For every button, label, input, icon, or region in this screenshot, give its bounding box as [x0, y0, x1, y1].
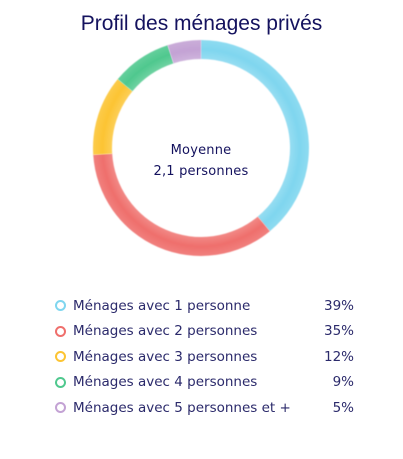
- legend-item: Ménages avec 1 personne 39%: [54, 293, 354, 319]
- donut-slice: [93, 153, 270, 257]
- legend-marker-icon: [55, 402, 66, 414]
- donut-slices: [92, 40, 310, 257]
- legend-label: Ménages avec 2 personnes: [73, 323, 258, 340]
- legend-marker-icon: [55, 300, 66, 312]
- chart-legend: Ménages avec 1 personne 39% Ménages avec…: [54, 293, 354, 421]
- legend-item: Ménages avec 2 personnes 35%: [54, 319, 354, 345]
- donut-slice: [117, 45, 174, 92]
- donut-svg: [92, 40, 310, 257]
- legend-value: 39%: [323, 297, 354, 314]
- legend-item: Ménages avec 3 personnes 12%: [54, 344, 354, 370]
- legend-marker-icon: [55, 351, 66, 363]
- legend-value: 9%: [332, 374, 354, 391]
- donut-slice: [201, 40, 310, 232]
- legend-value: 12%: [323, 348, 354, 365]
- donut-slice: [92, 79, 133, 155]
- legend-label: Ménages avec 3 personnes: [73, 348, 258, 365]
- legend-label: Ménages avec 4 personnes: [73, 374, 258, 391]
- legend-marker-icon: [55, 325, 66, 337]
- donut-slice: [167, 40, 201, 64]
- legend-item: Ménages avec 5 personnes et + 5%: [54, 395, 354, 421]
- legend-label: Ménages avec 1 personne: [73, 297, 251, 314]
- legend-marker-icon: [55, 376, 66, 388]
- legend-value: 35%: [323, 323, 354, 340]
- center-label-value: 2,1 personnes: [153, 164, 249, 179]
- legend-label: Ménages avec 5 personnes et +: [73, 399, 291, 416]
- legend-value: 5%: [332, 399, 354, 416]
- legend-item: Ménages avec 4 personnes 9%: [54, 370, 354, 396]
- donut-chart: Moyenne 2,1 personnes: [92, 40, 310, 257]
- center-label-title: Moyenne: [170, 143, 232, 158]
- chart-title: Profil des ménages privés: [80, 12, 323, 35]
